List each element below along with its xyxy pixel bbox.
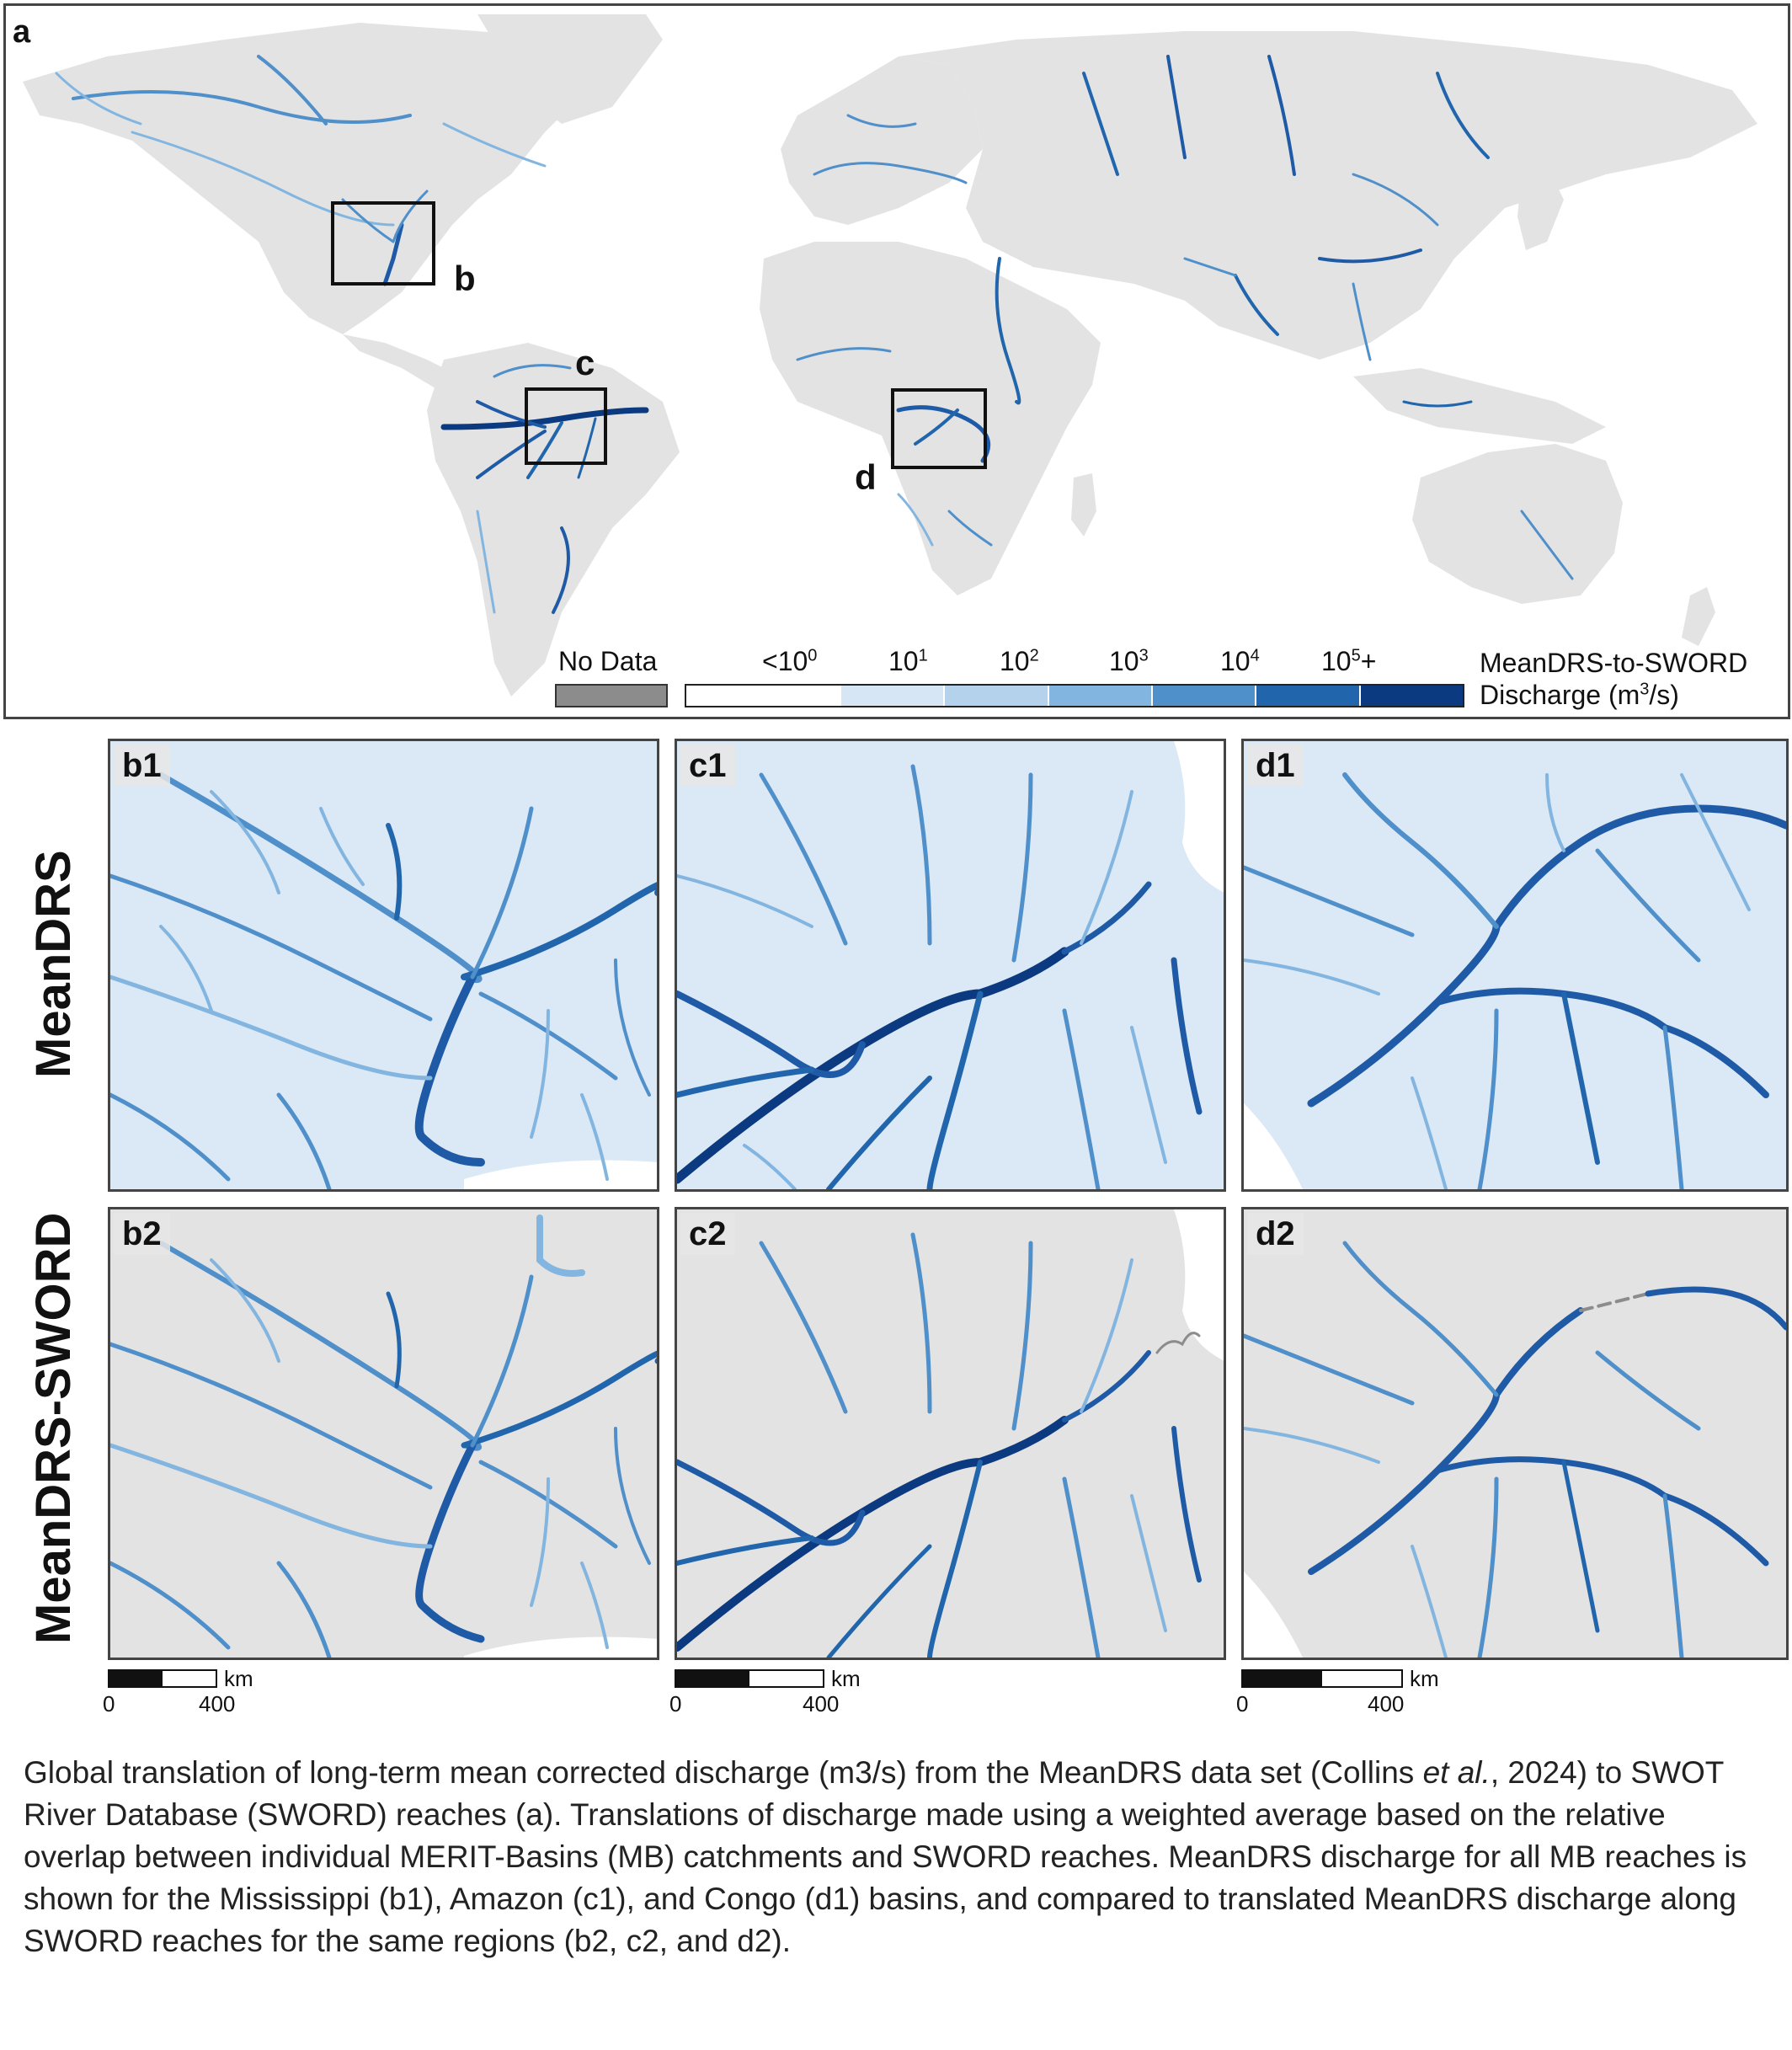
indonesia [1353, 368, 1606, 444]
scalebar-c-bar [675, 1669, 824, 1688]
greenland [477, 14, 663, 124]
panel-b2: b2 [108, 1207, 659, 1660]
inset-box-d [891, 388, 987, 469]
legend-tick-1: 101 [888, 646, 928, 676]
scalebar-d-black [1243, 1671, 1322, 1686]
scalebar-c-white [749, 1671, 823, 1686]
legend-tick-0: <100 [762, 646, 818, 676]
world-map [23, 14, 1757, 697]
scalebar-b: km 0 400 [103, 1666, 310, 1725]
inset-box-b [331, 201, 435, 286]
scalebar-b-black [109, 1671, 163, 1686]
row-label-meandrs-sword: MeanDRS-SWORD [26, 1212, 81, 1644]
inset-label-c: c [575, 343, 595, 382]
scalebar-b-unit: km [224, 1666, 253, 1691]
scalebar-c-black [676, 1671, 749, 1686]
south-america [427, 343, 680, 697]
scalebar-d-bar [1241, 1669, 1403, 1688]
map-d1 [1244, 741, 1786, 1189]
panel-c2: c2 [675, 1207, 1226, 1660]
legend-bin-2 [943, 686, 1048, 706]
legend-bin-6 [1358, 686, 1463, 706]
legend-tick-4: 104 [1220, 646, 1260, 676]
africa [760, 242, 1101, 595]
map-b1 [110, 741, 657, 1189]
panel-c1-label: c1 [680, 745, 735, 787]
madagascar [1071, 473, 1096, 537]
legend-bin-3 [1047, 686, 1151, 706]
australia [1412, 444, 1623, 604]
panel-d1: d1 [1241, 739, 1789, 1192]
rivers-world [55, 55, 1574, 614]
inset-label-b: b [454, 259, 476, 298]
panel-c1: c1 [675, 739, 1226, 1192]
legend-colorbar [685, 684, 1464, 707]
legend-bin-5 [1255, 686, 1359, 706]
legend-tick-2: 102 [1000, 646, 1039, 676]
panel-d2-label: d2 [1247, 1213, 1304, 1255]
scalebar-b-white [163, 1671, 216, 1686]
scalebar-d-white [1322, 1671, 1401, 1686]
panel-a-label: a [13, 14, 31, 50]
scalebar-c: km 0 400 [669, 1666, 877, 1725]
inset-box-c [525, 387, 607, 465]
legend-tick-3: 103 [1109, 646, 1149, 676]
new-zealand [1682, 587, 1715, 646]
map-c2 [677, 1209, 1224, 1658]
legend-bin-1 [840, 686, 944, 706]
panel-b1-label: b1 [114, 745, 170, 787]
figure-caption: Global translation of long-term mean cor… [24, 1755, 1747, 1958]
scalebar-c-end: 400 [803, 1691, 840, 1716]
scalebar-d: km 0 400 [1236, 1666, 1460, 1725]
europe [781, 56, 983, 225]
legend-no-data-label: No Data [558, 646, 658, 676]
legend-tick-5: 105+ [1321, 646, 1377, 676]
scalebar-b-bar [108, 1669, 217, 1688]
legend-title-line2: Discharge (m3/s) [1480, 680, 1679, 710]
panel-b2-label: b2 [114, 1213, 170, 1255]
map-c1 [677, 741, 1224, 1189]
japan [1517, 166, 1564, 250]
inset-boxes [331, 201, 987, 469]
scalebar-d-end: 400 [1368, 1691, 1405, 1716]
asia [899, 31, 1757, 360]
land-masses [23, 14, 1757, 697]
world-map-panel: a b c d No Data <100 101 102 103 104 105… [3, 3, 1790, 719]
scalebar-b-end: 400 [199, 1691, 236, 1716]
scalebar-c-start: 0 [669, 1691, 682, 1716]
scalebar-d-start: 0 [1236, 1691, 1249, 1716]
legend-title-line1: MeanDRS-to-SWORD [1480, 648, 1748, 678]
inset-label-d: d [855, 457, 877, 497]
row-label-meandrs: MeanDRS [26, 850, 81, 1078]
panel-b1: b1 [108, 739, 659, 1192]
scalebar-b-start: 0 [103, 1691, 115, 1716]
panel-d2: d2 [1241, 1207, 1789, 1660]
legend-bin-4 [1150, 686, 1256, 706]
scalebar-c-unit: km [831, 1666, 861, 1691]
panel-c2-label: c2 [680, 1213, 735, 1255]
map-b2 [110, 1209, 657, 1658]
legend-no-data-swatch [555, 684, 668, 707]
legend-bin-0 [686, 686, 840, 706]
panel-d1-label: d1 [1247, 745, 1304, 787]
north-america [23, 23, 595, 334]
scalebar-d-unit: km [1410, 1666, 1439, 1691]
map-d2 [1244, 1209, 1786, 1658]
